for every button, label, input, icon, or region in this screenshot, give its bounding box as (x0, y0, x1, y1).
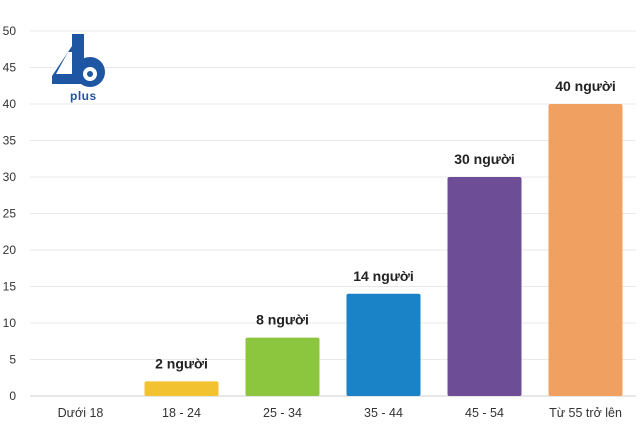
data-label: 30 người (454, 151, 515, 167)
y-tick-label: 35 (3, 134, 17, 148)
y-axis-ticks: 0 5 10 15 20 25 30 35 40 45 50 (3, 24, 17, 403)
y-tick-label: 20 (3, 243, 17, 257)
y-tick-label: 25 (3, 207, 17, 221)
y-tick-label: 30 (3, 170, 17, 184)
bar (144, 381, 219, 396)
x-tick-label: 35 - 44 (364, 406, 403, 420)
bar (548, 104, 623, 396)
x-tick-label: 18 - 24 (162, 406, 201, 420)
y-tick-label: 5 (9, 353, 16, 367)
logo-icon (52, 34, 105, 87)
y-tick-label: 0 (9, 389, 16, 403)
bar (245, 337, 320, 396)
data-label: 14 người (353, 268, 414, 284)
y-tick-label: 10 (3, 316, 17, 330)
bar (447, 177, 522, 396)
y-tick-label: 15 (3, 280, 17, 294)
bar (346, 293, 421, 396)
x-tick-label: 25 - 34 (263, 406, 302, 420)
y-tick-label: 40 (3, 97, 17, 111)
data-label: 2 người (155, 355, 208, 371)
x-axis-ticks: Dưới 18 18 - 24 25 - 34 35 - 44 45 - 54 Từ 55… (58, 406, 622, 420)
brand-logo: 46 (44, 30, 108, 108)
y-tick-label: 50 (3, 24, 17, 38)
grid-lines (30, 30, 636, 397)
x-tick-label: Từ 55 trở lên (549, 406, 622, 420)
x-tick-label: Dưới 18 (58, 406, 104, 420)
bars (144, 104, 623, 396)
logo-brand-text: plus (70, 89, 97, 103)
y-tick-label: 45 (3, 61, 17, 75)
data-labels: 2 người 8 người 14 người 30 người 40 người (155, 78, 616, 371)
data-label: 40 người (555, 78, 616, 94)
data-label: 8 người (256, 312, 309, 328)
x-tick-label: 45 - 54 (465, 406, 504, 420)
